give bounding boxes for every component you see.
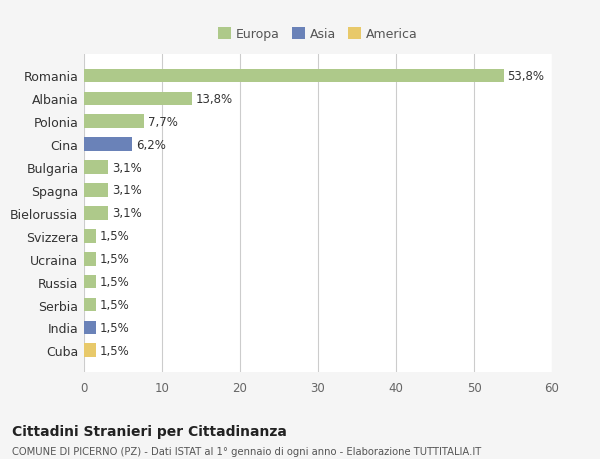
Text: 1,5%: 1,5%: [100, 252, 130, 266]
Text: 3,1%: 3,1%: [112, 207, 142, 220]
Text: COMUNE DI PICERNO (PZ) - Dati ISTAT al 1° gennaio di ogni anno - Elaborazione TU: COMUNE DI PICERNO (PZ) - Dati ISTAT al 1…: [12, 446, 481, 456]
Bar: [84, 344, 96, 358]
Legend: Europa, Asia, America: Europa, Asia, America: [214, 23, 422, 46]
Bar: [84, 321, 96, 335]
Bar: [84, 298, 96, 312]
Bar: [84, 184, 108, 197]
Text: 1,5%: 1,5%: [100, 275, 130, 288]
Text: 1,5%: 1,5%: [100, 230, 130, 243]
Text: 1,5%: 1,5%: [100, 344, 130, 357]
Bar: [84, 115, 144, 129]
Bar: [84, 69, 503, 83]
Text: 1,5%: 1,5%: [100, 321, 130, 334]
Text: 13,8%: 13,8%: [196, 93, 233, 106]
Text: 3,1%: 3,1%: [112, 184, 142, 197]
Bar: [84, 275, 96, 289]
Text: 6,2%: 6,2%: [136, 139, 166, 151]
Text: 1,5%: 1,5%: [100, 298, 130, 311]
Text: 53,8%: 53,8%: [508, 70, 545, 83]
Text: 7,7%: 7,7%: [148, 116, 178, 129]
Bar: [84, 252, 96, 266]
Text: Cittadini Stranieri per Cittadinanza: Cittadini Stranieri per Cittadinanza: [12, 425, 287, 438]
Bar: [84, 92, 191, 106]
Text: 3,1%: 3,1%: [112, 161, 142, 174]
Bar: [84, 161, 108, 174]
Bar: [84, 230, 96, 243]
Bar: [84, 207, 108, 220]
Bar: [84, 138, 133, 152]
